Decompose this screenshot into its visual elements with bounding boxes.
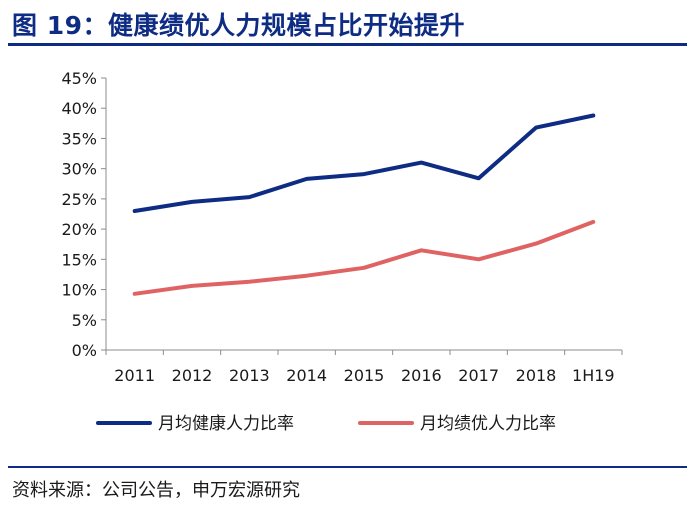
y-tick-label: 40% (61, 99, 97, 118)
series-line-2 (132, 219, 596, 296)
x-tick-label: 2013 (229, 366, 270, 385)
x-tick-label: 2014 (286, 366, 327, 385)
y-tick-label: 25% (61, 190, 97, 209)
line-chart: 0%5%10%15%20%25%30%35%40%45% 2011 2012 201… (61, 69, 623, 434)
x-axis: 2011 2012 2013 2014 2015 2016 2017 2018 1H19 (105, 349, 623, 385)
y-tick-label: 15% (61, 250, 97, 269)
x-tick-label: 1H19 (572, 366, 615, 385)
x-tick-label: 2018 (516, 366, 557, 385)
source-note: 资料来源：公司公告，申万宏源研究 (12, 480, 300, 501)
footer-divider (8, 466, 687, 468)
x-tick-label: 2011 (114, 366, 155, 385)
y-tick-label: 10% (61, 281, 97, 300)
series-line-1 (132, 113, 596, 213)
y-tick-label: 45% (61, 69, 97, 88)
y-tick-label: 0% (72, 341, 97, 360)
series-lines (132, 113, 596, 296)
y-tick-label: 35% (61, 129, 97, 148)
figure-title: 图 19：健康绩优人力规模占比开始提升 (12, 11, 465, 40)
x-tick-label: 2016 (401, 366, 442, 385)
y-tick-label: 5% (72, 311, 97, 330)
x-tick-label: 2017 (458, 366, 499, 385)
legend-label: 月均绩优人力比率 (420, 414, 556, 434)
y-tick-label: 30% (61, 160, 97, 179)
legend-label: 月均健康人力比率 (158, 414, 294, 434)
x-tick-label: 2015 (344, 366, 385, 385)
y-axis: 0% 5% 10% 15% 20% 25% 30% 35% 40% 45% (61, 69, 107, 360)
x-tick-label: 2012 (172, 366, 213, 385)
y-tick-label: 20% (61, 220, 97, 239)
title-divider (8, 43, 687, 46)
legend: 月均健康人力比率 月均绩优人力比率 (96, 414, 556, 434)
